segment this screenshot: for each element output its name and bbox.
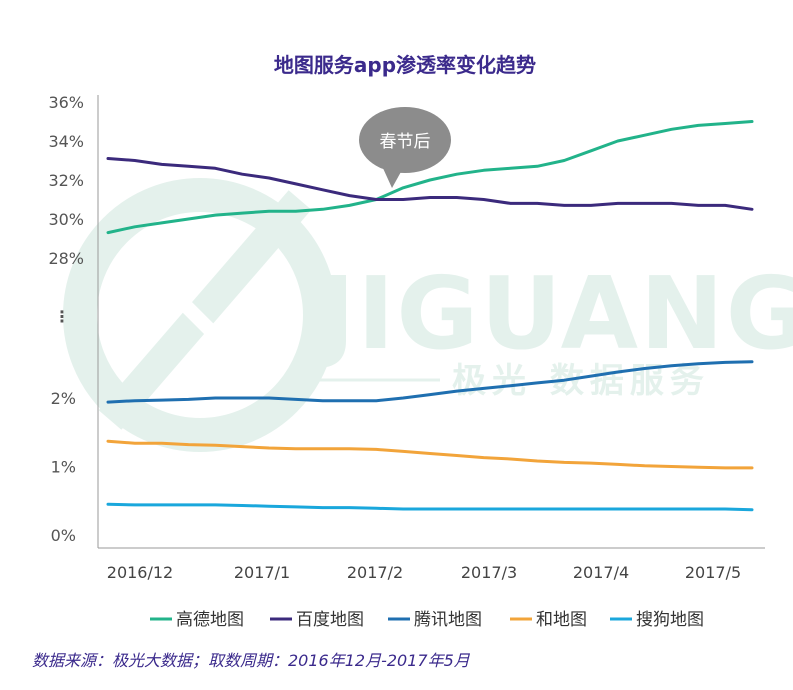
annotation-bubble: 春节后 [359, 107, 451, 188]
legend-label: 搜狗地图 [636, 610, 704, 630]
legend-label: 百度地图 [296, 610, 364, 630]
x-tick-label: 2017/3 [461, 563, 517, 582]
legend-label: 和地图 [536, 610, 587, 630]
series-line-gaode [106, 120, 754, 235]
legend: 高德地图 百度地图 腾讯地图 和地图 搜狗地图 [150, 610, 704, 630]
y-tick-label: 34% [48, 132, 84, 151]
y-tick-label: 32% [48, 171, 84, 190]
legend-label: 腾讯地图 [414, 610, 482, 630]
x-tick-label: 2017/1 [234, 563, 290, 582]
x-tick-label: 2017/4 [573, 563, 629, 582]
chart-title: 地图服务app渗透率变化趋势 [274, 53, 536, 77]
y-ticks-lower: 2% 1% 0% [51, 389, 76, 545]
legend-label: 高德地图 [176, 610, 244, 630]
y-tick-label: 1% [51, 458, 76, 477]
source-note: 数据来源：极光大数据；取数周期：2016年12月-2017年5月 [32, 651, 471, 670]
series-line-baidu [106, 157, 754, 211]
y-tick-label: 30% [48, 210, 84, 229]
annotation-bubble-tail [382, 166, 402, 188]
series-line-sogou [106, 502, 754, 512]
watermark-logo-icon [63, 178, 337, 452]
x-tick-label: 2017/2 [347, 563, 403, 582]
y-tick-label: 36% [48, 93, 84, 112]
series-line-tencent [106, 360, 754, 404]
x-tick-label: 2016/12 [107, 563, 173, 582]
y-tick-label: 0% [51, 526, 76, 545]
watermark: JIGUANG 极光 数据服务 [63, 178, 793, 452]
annotation-text: 春节后 [380, 132, 431, 152]
x-ticks: 2016/12 2017/1 2017/2 2017/3 2017/4 2017/5 [107, 563, 741, 582]
y-tick-label: 28% [48, 249, 84, 268]
y-tick-label: 2% [51, 389, 76, 408]
watermark-brand: JIGUANG [312, 255, 793, 372]
x-tick-label: 2017/5 [685, 563, 741, 582]
axis-break-marker: ⋮ [54, 307, 70, 326]
annotation-bubble-shape [359, 107, 451, 173]
y-ticks-upper: 36% 34% 32% 30% 28% [48, 93, 84, 268]
series-lines [106, 120, 754, 512]
series-line-hedi [106, 439, 754, 470]
